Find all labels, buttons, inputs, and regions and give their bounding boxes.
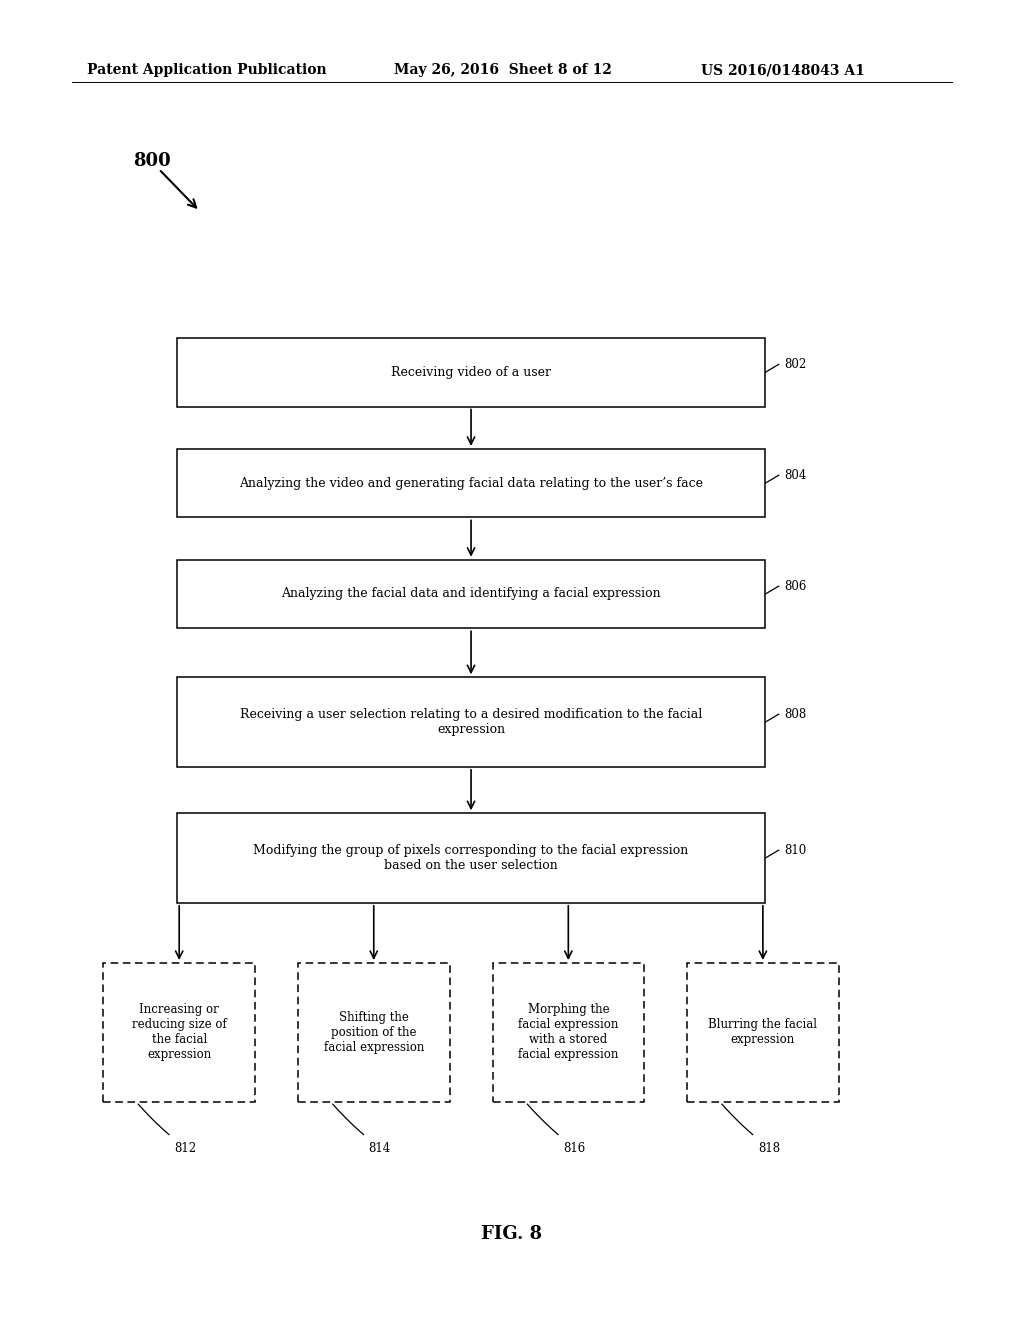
Text: 800: 800	[133, 152, 171, 170]
FancyBboxPatch shape	[298, 964, 450, 1101]
Text: 804: 804	[784, 469, 806, 482]
Text: Blurring the facial
expression: Blurring the facial expression	[709, 1018, 817, 1047]
Text: Modifying the group of pixels corresponding to the facial expression
based on th: Modifying the group of pixels correspond…	[253, 843, 689, 873]
FancyBboxPatch shape	[687, 964, 839, 1101]
Text: Shifting the
position of the
facial expression: Shifting the position of the facial expr…	[324, 1011, 424, 1053]
FancyBboxPatch shape	[177, 449, 766, 517]
Text: Receiving a user selection relating to a desired modification to the facial
expr: Receiving a user selection relating to a…	[240, 708, 702, 737]
Text: Patent Application Publication: Patent Application Publication	[87, 63, 327, 78]
Text: 808: 808	[784, 708, 806, 721]
Text: Increasing or
reducing size of
the facial
expression: Increasing or reducing size of the facia…	[132, 1003, 226, 1061]
FancyBboxPatch shape	[103, 964, 255, 1101]
FancyBboxPatch shape	[177, 813, 766, 903]
Text: May 26, 2016  Sheet 8 of 12: May 26, 2016 Sheet 8 of 12	[394, 63, 612, 78]
Text: FIG. 8: FIG. 8	[481, 1225, 543, 1243]
FancyBboxPatch shape	[177, 338, 766, 407]
Text: Morphing the
facial expression
with a stored
facial expression: Morphing the facial expression with a st…	[518, 1003, 618, 1061]
Text: Analyzing the video and generating facial data relating to the user’s face: Analyzing the video and generating facia…	[239, 477, 703, 490]
FancyBboxPatch shape	[177, 560, 766, 628]
Text: US 2016/0148043 A1: US 2016/0148043 A1	[701, 63, 865, 78]
Text: 806: 806	[784, 579, 806, 593]
Text: 810: 810	[784, 843, 806, 857]
Text: 802: 802	[784, 358, 806, 371]
Text: 816: 816	[563, 1142, 586, 1155]
Text: Analyzing the facial data and identifying a facial expression: Analyzing the facial data and identifyin…	[282, 587, 660, 601]
FancyBboxPatch shape	[177, 677, 766, 767]
FancyBboxPatch shape	[493, 964, 644, 1101]
Text: 812: 812	[174, 1142, 197, 1155]
Text: 818: 818	[758, 1142, 780, 1155]
Text: Receiving video of a user: Receiving video of a user	[391, 366, 551, 379]
Text: 814: 814	[369, 1142, 391, 1155]
